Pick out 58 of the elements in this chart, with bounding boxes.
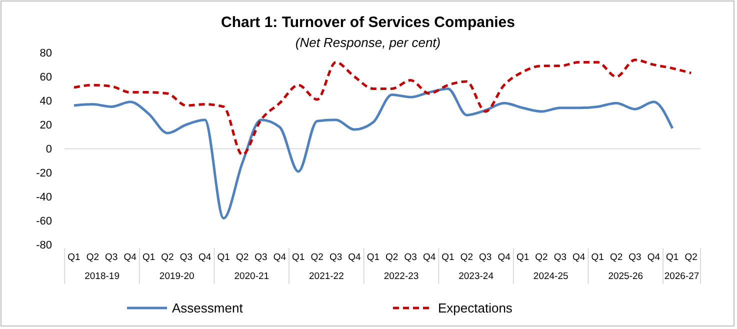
text: 2021-22 — [309, 271, 344, 282]
x-tick-label: Q4 — [198, 252, 212, 263]
x-tick-label: Q3 — [105, 252, 118, 263]
text: 2020-21 — [234, 271, 270, 282]
x-tick-label: Q1 — [217, 252, 230, 263]
y-tick-label: 80 — [40, 48, 52, 60]
x-tick-label: Q4 — [348, 252, 361, 263]
text: 2019-20 — [159, 271, 194, 282]
text: 2025-26 — [608, 271, 644, 282]
line-series — [72, 87, 674, 220]
y-tick-label: -60 — [36, 216, 52, 228]
chart-subtitle: (Net Response, per cent) — [295, 35, 441, 50]
x-tick-label: Q1 — [442, 252, 454, 263]
x-tick-label: Q3 — [404, 252, 417, 263]
y-tick-label: -20 — [36, 168, 52, 180]
y-tick-label: 0 — [46, 144, 52, 156]
x-tick-label: Q2 — [460, 252, 474, 263]
x-tick-label: Q3 — [180, 252, 193, 263]
line-series — [72, 58, 692, 156]
x-tick-label: Q1 — [366, 252, 380, 263]
x-tick-label: Q2 — [535, 252, 548, 263]
y-tick-label: 20 — [40, 120, 52, 132]
x-tick-label: Q1 — [142, 252, 156, 263]
chart-title: Chart 1: Turnover of Services Companies — [221, 14, 515, 31]
legend-label: Assessment — [172, 300, 244, 316]
x-tick-label: Q2 — [310, 252, 324, 263]
x-tick-label: Q1 — [292, 252, 305, 263]
x-tick-label: Q4 — [273, 252, 286, 263]
text: 2022-23 — [384, 271, 419, 282]
x-tick-label: Q1 — [591, 252, 604, 263]
y-tick-label: -40 — [36, 192, 52, 204]
y-tick-label: 60 — [40, 72, 52, 84]
x-tick-label: Q2 — [386, 252, 398, 263]
x-tick-label: Q4 — [647, 252, 660, 263]
legend-label: Expectations — [438, 300, 513, 316]
x-tick-label: Q4 — [498, 252, 510, 263]
y-tick-label: -80 — [36, 240, 52, 252]
x-tick-label: Q3 — [554, 252, 567, 263]
y-tick-label: 40 — [40, 96, 52, 108]
x-tick-label: Q2 — [161, 252, 174, 263]
x-tick-label: Q4 — [572, 252, 586, 263]
x-tick-label: Q3 — [628, 252, 642, 263]
x-tick-label: Q1 — [666, 252, 679, 263]
x-tick-label: Q2 — [236, 252, 249, 263]
x-tick-label: Q2 — [86, 252, 100, 263]
text: 2024-25 — [533, 271, 568, 282]
x-tick-label: Q1 — [68, 252, 80, 263]
x-tick-label: Q2 — [684, 252, 698, 263]
x-tick-label: Q4 — [422, 252, 436, 263]
x-tick-label: Q4 — [124, 252, 136, 263]
text: 2018-19 — [84, 271, 120, 282]
x-tick-label: Q3 — [479, 252, 492, 263]
x-tick-label: Q2 — [610, 252, 623, 263]
x-tick-label: Q1 — [516, 252, 530, 263]
x-tick-label: Q3 — [329, 252, 342, 263]
text: 2026-27 — [664, 271, 700, 282]
text: 2023-24 — [458, 271, 494, 282]
x-tick-label: Q3 — [254, 252, 268, 263]
